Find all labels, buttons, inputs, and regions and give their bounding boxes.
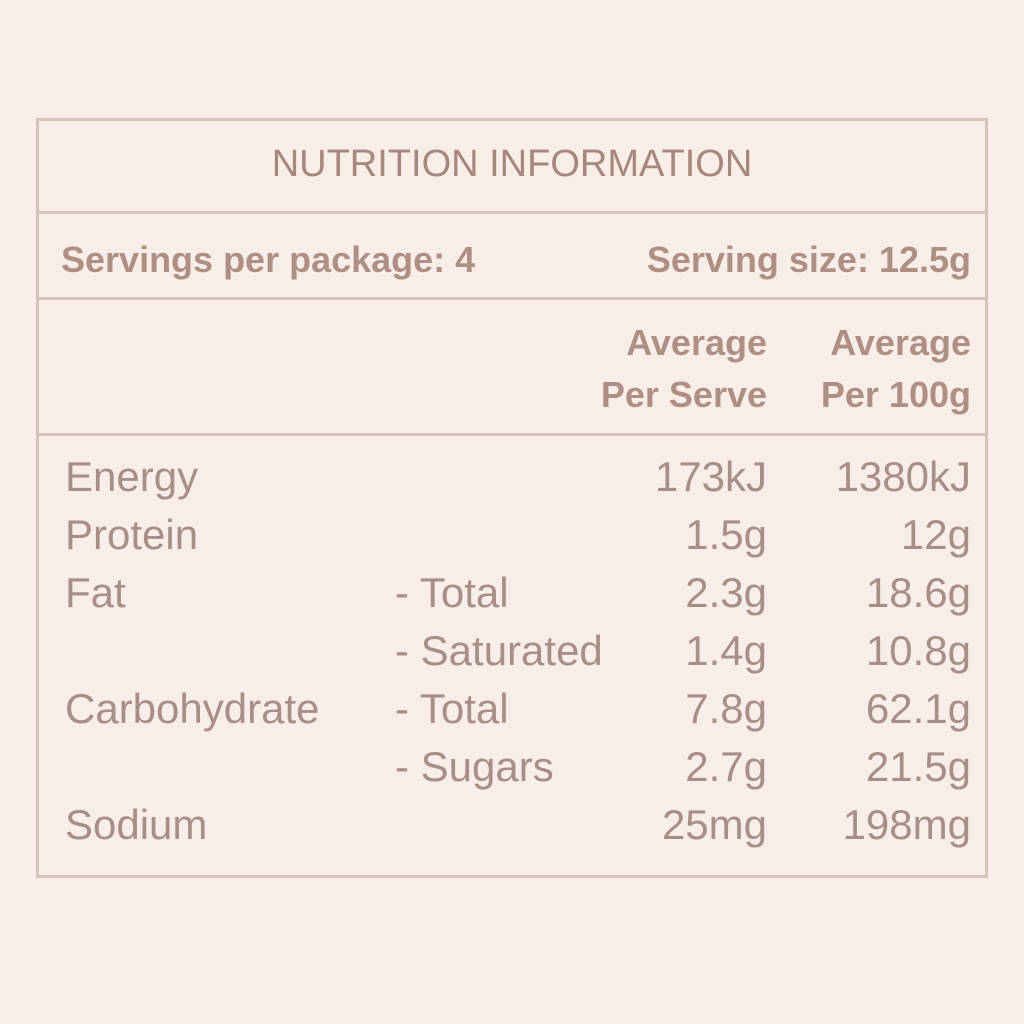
nutrition-panel: NUTRITION INFORMATION Servings per packa… (36, 118, 988, 878)
per-100g-value: 18.6g (865, 569, 971, 616)
nutrient-name: Protein (65, 511, 199, 558)
table-row: Sodium 25mg 198mg (39, 801, 985, 859)
nutrient-subtype: - Saturated (395, 627, 603, 674)
nutrient-subtype: - Total (395, 569, 509, 616)
table-row: Energy 173kJ 1380kJ (39, 453, 985, 511)
per-serve-value: 2.3g (685, 569, 767, 616)
table-row: Fat - Total 2.3g 18.6g (39, 569, 985, 627)
per-serve-value: 25mg (661, 801, 767, 848)
nutrient-name: Sodium (65, 801, 208, 848)
per-serve-value: 1.4g (685, 627, 767, 674)
nutrient-name: Energy (65, 453, 199, 500)
column-header-per-serve: Average Per Serve (601, 317, 767, 421)
table-row: - Saturated 1.4g 10.8g (39, 627, 985, 685)
column-header-per-serve-line2: Per Serve (600, 374, 767, 415)
table-row: Carbohydrate - Total 7.8g 62.1g (39, 685, 985, 743)
per-100g-value: 1380kJ (835, 453, 971, 500)
per-serve-value: 173kJ (654, 453, 767, 500)
column-header-per-100g-line2: Per 100g (820, 374, 971, 415)
per-100g-value: 21.5g (865, 743, 971, 790)
per-serve-value: 7.8g (685, 685, 767, 732)
per-serve-value: 1.5g (685, 511, 767, 558)
divider (39, 211, 985, 214)
table-row: Protein 1.5g 12g (39, 511, 985, 569)
nutrient-name: Fat (65, 569, 126, 616)
nutrient-subtype: - Total (395, 685, 509, 732)
divider (39, 433, 985, 436)
nutrient-subtype: - Sugars (395, 743, 554, 790)
per-100g-value: 198mg (842, 801, 971, 848)
column-header-per-serve-line1: Average (626, 322, 767, 363)
per-100g-value: 12g (900, 511, 971, 558)
column-header-per-100g: Average Per 100g (821, 317, 971, 421)
nutrient-name: Carbohydrate (65, 685, 320, 732)
servings-per-package: Servings per package: 4 (61, 239, 476, 280)
per-serve-value: 2.7g (685, 743, 767, 790)
column-header-per-100g-line1: Average (830, 322, 971, 363)
panel-title: NUTRITION INFORMATION (271, 143, 753, 185)
divider (39, 297, 985, 300)
serving-size: Serving size: 12.5g (646, 239, 971, 280)
table-row: - Sugars 2.7g 21.5g (39, 743, 985, 801)
per-100g-value: 62.1g (865, 685, 971, 732)
per-100g-value: 10.8g (865, 627, 971, 674)
